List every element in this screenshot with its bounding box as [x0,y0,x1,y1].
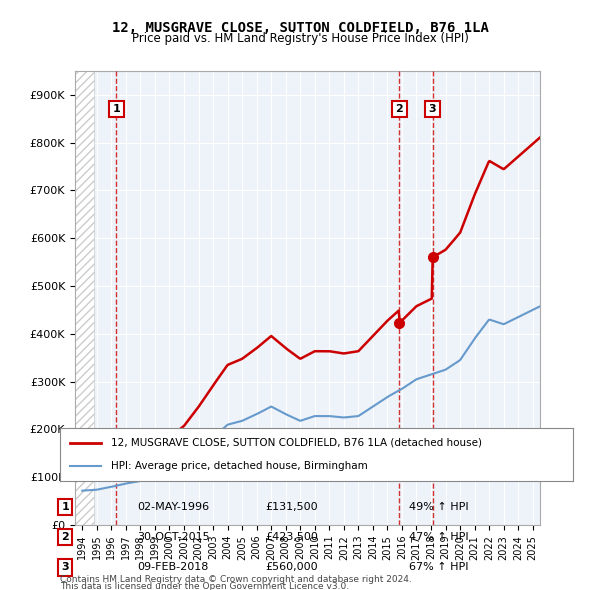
Text: Contains HM Land Registry data © Crown copyright and database right 2024.: Contains HM Land Registry data © Crown c… [60,575,412,584]
Text: 12, MUSGRAVE CLOSE, SUTTON COLDFIELD, B76 1LA (detached house): 12, MUSGRAVE CLOSE, SUTTON COLDFIELD, B7… [112,438,482,448]
Text: 1: 1 [61,502,69,512]
Text: 30-OCT-2015: 30-OCT-2015 [137,532,209,542]
Text: HPI: Average price, detached house, Birmingham: HPI: Average price, detached house, Birm… [112,461,368,471]
Text: 49% ↑ HPI: 49% ↑ HPI [409,502,469,512]
Text: £560,000: £560,000 [265,562,318,572]
Text: 67% ↑ HPI: 67% ↑ HPI [409,562,469,572]
Text: 3: 3 [429,104,436,114]
Text: £131,500: £131,500 [265,502,318,512]
Text: 47% ↑ HPI: 47% ↑ HPI [409,532,469,542]
Text: 2: 2 [395,104,403,114]
Text: £423,500: £423,500 [265,532,318,542]
Text: 12, MUSGRAVE CLOSE, SUTTON COLDFIELD, B76 1LA: 12, MUSGRAVE CLOSE, SUTTON COLDFIELD, B7… [112,21,488,35]
Text: 3: 3 [61,562,69,572]
Text: 1: 1 [113,104,120,114]
Text: 02-MAY-1996: 02-MAY-1996 [137,502,209,512]
Text: Price paid vs. HM Land Registry's House Price Index (HPI): Price paid vs. HM Land Registry's House … [131,32,469,45]
Text: This data is licensed under the Open Government Licence v3.0.: This data is licensed under the Open Gov… [60,582,349,590]
Text: 09-FEB-2018: 09-FEB-2018 [137,562,208,572]
Text: 2: 2 [61,532,69,542]
